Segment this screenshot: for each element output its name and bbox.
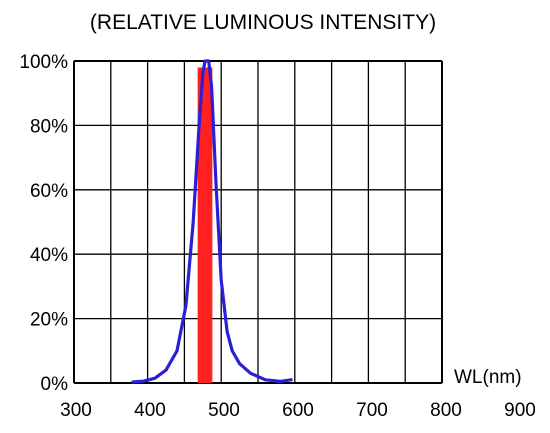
x-axis: 300 400 500 600 700 800 900 — [60, 400, 536, 421]
x-axis-label: WL(nm) — [454, 367, 522, 388]
y-axis: 0% 20% 40% 60% 80% 100% — [19, 52, 68, 395]
y-tick-label: 0% — [41, 374, 69, 395]
x-tick-label: 600 — [282, 400, 314, 421]
chart-title: (RELATIVE LUMINOUS INTENSITY) — [90, 11, 436, 34]
x-tick-label: 400 — [134, 400, 166, 421]
spectrum-curve — [131, 59, 293, 384]
plot-area — [131, 59, 293, 384]
x-tick-label: 500 — [208, 400, 240, 421]
grid — [73, 60, 443, 384]
peak-band-bar — [197, 67, 213, 383]
y-tick-label: 100% — [19, 52, 68, 73]
y-tick-label: 40% — [30, 245, 68, 266]
y-tick-label: 60% — [30, 181, 68, 202]
y-tick-label: 80% — [30, 116, 68, 137]
x-tick-label: 800 — [430, 400, 462, 421]
x-tick-label: 300 — [60, 400, 92, 421]
x-tick-label: 700 — [356, 400, 388, 421]
x-tick-label: 900 — [504, 400, 536, 421]
y-tick-label: 20% — [30, 310, 68, 331]
